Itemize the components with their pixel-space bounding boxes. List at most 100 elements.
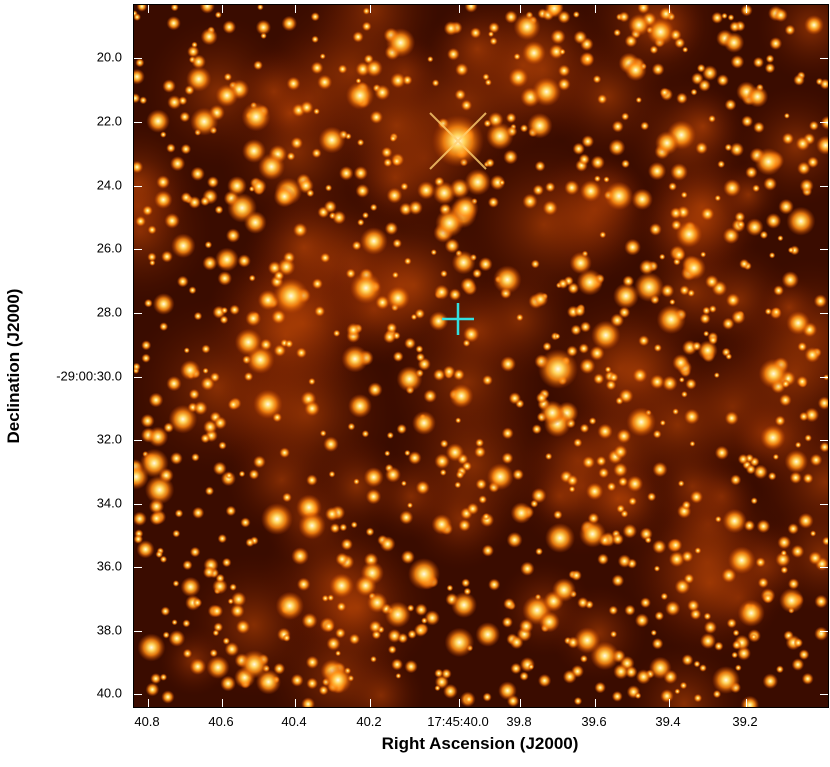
star xyxy=(286,151,296,161)
y-tick-label: 38.0 xyxy=(96,622,122,638)
star xyxy=(245,537,255,548)
star xyxy=(455,62,469,77)
star xyxy=(697,340,718,361)
star xyxy=(144,475,175,505)
star xyxy=(765,213,782,229)
star xyxy=(414,308,425,319)
star xyxy=(814,626,828,641)
star xyxy=(141,353,151,363)
star xyxy=(649,374,665,390)
star xyxy=(799,178,814,193)
star xyxy=(652,429,662,439)
star xyxy=(660,689,674,703)
star xyxy=(816,135,828,155)
star xyxy=(434,668,444,678)
star xyxy=(694,547,702,555)
star xyxy=(740,695,760,707)
star xyxy=(500,356,516,372)
star xyxy=(321,594,329,602)
star xyxy=(535,547,543,556)
tick-mark xyxy=(134,57,142,59)
star xyxy=(166,143,176,153)
star xyxy=(725,353,733,360)
star xyxy=(662,375,678,392)
tick-mark xyxy=(295,5,296,13)
star xyxy=(781,271,799,289)
star xyxy=(257,5,264,11)
star xyxy=(685,378,697,390)
star xyxy=(647,492,657,502)
star xyxy=(655,131,679,155)
star xyxy=(475,478,487,490)
star xyxy=(794,441,802,449)
star xyxy=(769,37,783,50)
star xyxy=(573,305,586,317)
star xyxy=(483,119,492,128)
star xyxy=(319,53,326,60)
star xyxy=(703,620,718,635)
star xyxy=(622,523,638,539)
star xyxy=(730,474,742,486)
star xyxy=(161,250,173,263)
star xyxy=(762,592,774,604)
star xyxy=(757,577,769,589)
star xyxy=(714,445,730,460)
star xyxy=(295,347,307,359)
star xyxy=(192,597,203,608)
star xyxy=(273,344,287,357)
star xyxy=(134,160,144,174)
star xyxy=(386,28,416,58)
tick-mark xyxy=(295,699,296,707)
star xyxy=(624,58,647,82)
star xyxy=(672,408,679,415)
star xyxy=(414,603,428,616)
star xyxy=(392,238,403,249)
star xyxy=(464,168,492,196)
star xyxy=(304,400,320,417)
star xyxy=(301,697,315,707)
star xyxy=(634,613,650,628)
star xyxy=(802,473,814,484)
star xyxy=(220,306,229,314)
star xyxy=(780,566,789,574)
star xyxy=(482,692,492,702)
star xyxy=(404,337,416,350)
star xyxy=(760,424,786,451)
star xyxy=(699,313,711,325)
star xyxy=(149,511,164,526)
star xyxy=(562,669,577,684)
tick-mark xyxy=(520,5,521,13)
star xyxy=(646,18,675,46)
star xyxy=(447,47,460,61)
star xyxy=(160,131,167,138)
star xyxy=(225,228,241,243)
star xyxy=(798,649,810,660)
star xyxy=(693,660,701,668)
star xyxy=(478,495,488,504)
star xyxy=(501,427,514,440)
star xyxy=(168,404,198,434)
star xyxy=(626,475,644,493)
star xyxy=(200,28,218,46)
star xyxy=(775,551,791,568)
star xyxy=(387,645,397,654)
star xyxy=(651,63,665,76)
star xyxy=(335,627,346,639)
star xyxy=(363,467,384,488)
star xyxy=(654,611,665,621)
star xyxy=(463,326,480,343)
tick-mark xyxy=(820,57,828,59)
star xyxy=(384,601,411,628)
star xyxy=(306,474,318,486)
star xyxy=(508,67,529,88)
x-axis-title: Right Ascension (J2000) xyxy=(381,734,579,753)
star xyxy=(621,159,630,169)
star xyxy=(579,520,607,548)
tick-mark xyxy=(134,185,142,187)
star xyxy=(356,138,365,147)
star xyxy=(323,620,335,633)
star xyxy=(652,461,668,478)
tick-mark xyxy=(134,376,142,378)
star xyxy=(188,196,201,209)
star xyxy=(199,5,215,14)
